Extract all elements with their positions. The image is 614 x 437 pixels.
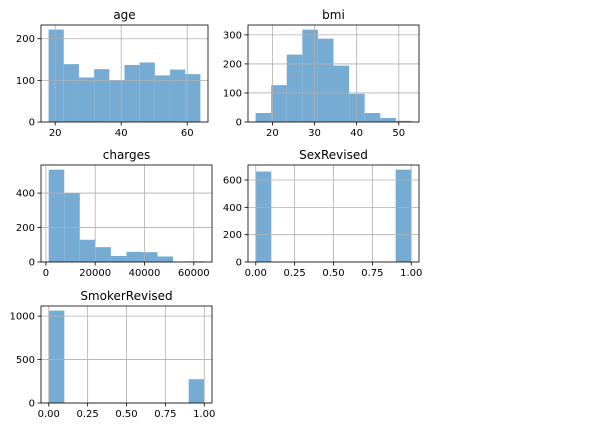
histogram-bar: [48, 169, 65, 262]
x-tick-label: 0.50: [322, 268, 344, 279]
histogram-bar: [142, 252, 158, 262]
subplot-age: 20 40 60 0 100 200 age: [16, 8, 209, 139]
histogram-bar: [185, 74, 201, 122]
axes-frame: [40, 164, 213, 263]
histogram-bar: [188, 379, 205, 403]
subplot-title: bmi: [322, 8, 345, 22]
histogram-bar: [94, 69, 110, 122]
subplot-title: SmokerRevised: [80, 289, 172, 303]
histogram-bar: [302, 29, 318, 122]
x-tick-label: 60: [181, 128, 194, 139]
x-tick-label: 0.50: [115, 409, 137, 420]
y-tick-label: 100: [16, 76, 35, 87]
histogram-bar: [63, 64, 79, 122]
subplot-bmi: 20 30 40 50 0 100 200 300 bmi: [223, 8, 420, 139]
x-tick-label: 0.25: [284, 268, 306, 279]
y-tick-label: 0: [29, 118, 35, 129]
subplot-title: SexRevised: [299, 148, 368, 162]
histogram-bar: [48, 310, 65, 403]
y-tick-label: 300: [223, 30, 242, 41]
x-tick-label: 1.00: [193, 409, 215, 420]
y-tick-label: 200: [16, 223, 35, 234]
x-tick-label: 1.00: [400, 268, 422, 279]
y-tick-label: 0: [29, 399, 35, 410]
subplot-title: age: [113, 8, 135, 22]
histogram-bar: [139, 62, 155, 122]
histogram-bar: [255, 113, 272, 122]
y-tick-label: 600: [223, 176, 242, 187]
x-tick-label: 20: [266, 128, 279, 139]
histogram-bar: [333, 65, 350, 122]
x-tick-label: 20000: [79, 268, 111, 279]
y-tick-label: 200: [223, 230, 242, 241]
x-tick-label: 50: [392, 128, 405, 139]
x-tick-label: 0.75: [154, 409, 176, 420]
histogram-bar: [48, 29, 64, 122]
y-tick-label: 0: [29, 258, 35, 269]
histogram-bar: [157, 256, 174, 262]
y-tick-label: 400: [223, 203, 242, 214]
x-tick-label: 0: [43, 268, 49, 279]
subplot-charges: 0 20000 40000 60000 0 200 400 charges: [16, 148, 213, 279]
histogram-bar: [78, 77, 95, 122]
histogram-bar: [380, 117, 396, 122]
histogram-bar: [109, 80, 125, 122]
histogram-bar: [126, 251, 143, 262]
y-tick-label: 500: [16, 355, 35, 366]
subplot-sexrevised: 0.00 0.25 0.50 0.75 1.00 0 200 400 600 SexRevised: [223, 148, 422, 279]
histogram-bar: [317, 38, 334, 122]
x-tick-label: 0.00: [245, 268, 267, 279]
histogram-bar: [154, 75, 171, 122]
histogram-bar: [271, 85, 287, 122]
axes-frame: [40, 24, 209, 123]
x-tick-label: 20: [49, 128, 62, 139]
x-tick-label: 0.00: [38, 409, 60, 420]
histogram-bar: [110, 255, 127, 262]
x-tick-label: 0.25: [77, 409, 99, 420]
y-tick-label: 100: [223, 88, 242, 99]
subplot-smokerrevised: 0.00 0.25 0.50 0.75 1.00 0 500 1000 SmokerRevise…: [10, 289, 216, 420]
x-tick-label: 40: [350, 128, 363, 139]
histogram-bar: [395, 120, 412, 122]
x-tick-label: 60000: [178, 268, 210, 279]
axes-frame: [247, 24, 420, 123]
histogram-bar: [286, 54, 303, 123]
subplot-title: charges: [103, 148, 151, 162]
x-tick-label: 40000: [129, 268, 161, 279]
histogram-bar: [255, 171, 272, 262]
x-tick-label: 0.75: [361, 268, 383, 279]
histogram-bar: [124, 64, 140, 122]
y-tick-label: 200: [223, 59, 242, 70]
y-tick-label: 0: [236, 118, 242, 129]
histogram-bar: [79, 239, 96, 262]
y-tick-label: 0: [236, 258, 242, 269]
histogram-bar: [170, 69, 186, 122]
y-tick-label: 1000: [10, 312, 35, 323]
y-tick-label: 400: [16, 189, 35, 200]
histogram-bar: [95, 247, 111, 262]
histogram-bar: [364, 113, 381, 122]
x-tick-label: 40: [115, 128, 128, 139]
x-tick-label: 30: [308, 128, 321, 139]
y-tick-label: 200: [16, 34, 35, 45]
histogram-bar: [395, 169, 412, 262]
